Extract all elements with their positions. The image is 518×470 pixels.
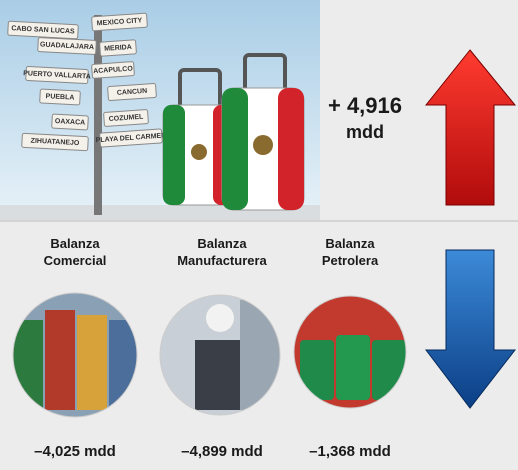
balance-label: Manufacturera	[177, 253, 267, 268]
balance-value: –1,368 mdd	[309, 443, 391, 460]
top-unit: mdd	[346, 122, 384, 142]
balance-label: Balanza	[50, 236, 100, 251]
balance-value: –4,899 mdd	[181, 443, 263, 460]
top-value: + 4,916	[328, 93, 402, 118]
balance-label: Balanza	[197, 236, 247, 251]
balance-label: Petrolera	[322, 253, 379, 268]
balance-label: Balanza	[325, 236, 375, 251]
balance-label: Comercial	[44, 253, 107, 268]
infographic: CABO SAN LUCASMEXICO CITYGUADALAJARAMERI…	[0, 0, 518, 470]
balance-value: –4,025 mdd	[34, 443, 116, 460]
